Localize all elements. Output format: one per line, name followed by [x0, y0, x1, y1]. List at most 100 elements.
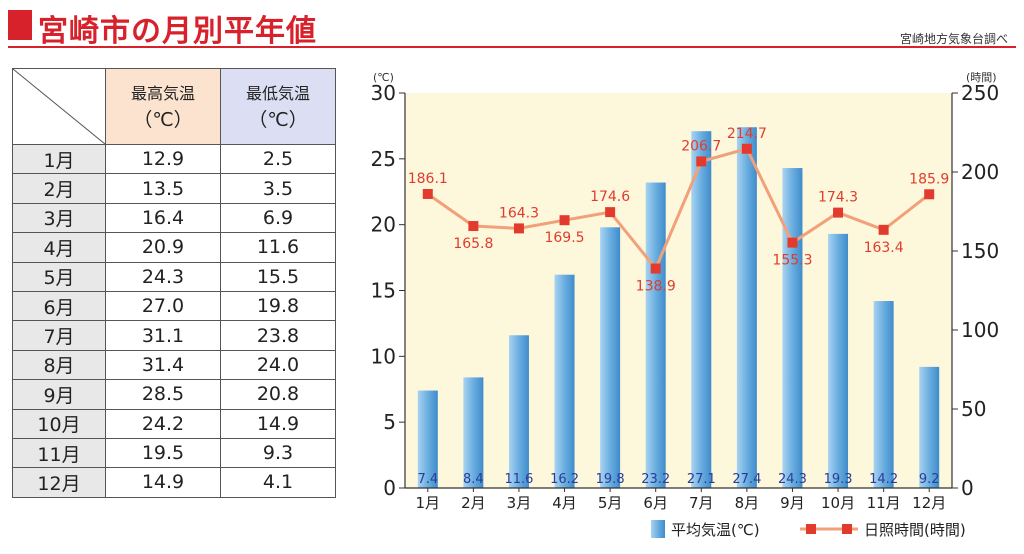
temperature-bar [417, 390, 438, 488]
table-row: 9月 28.5 20.8 [12, 379, 336, 410]
col-header-max-label: 最高気温 [130, 83, 195, 103]
min-temp-cell: 4.1 [220, 467, 336, 498]
page-header: 宮崎市の月別平年値 宮崎地方気象台調べ [0, 0, 1024, 52]
sunshine-point [513, 223, 524, 234]
legend-bar-swatch [651, 520, 665, 538]
temperature-bar [645, 182, 666, 488]
col-header-max: 最高気温 （℃） [105, 68, 221, 145]
max-temp-cell: 16.4 [105, 202, 221, 234]
max-temp-cell: 27.0 [105, 290, 221, 322]
max-temp-cell: 19.5 [105, 437, 221, 469]
x-tick-label: 1月 [416, 494, 441, 512]
sunshine-point [650, 263, 661, 274]
table-row: 5月 24.3 15.5 [12, 261, 336, 292]
bar-value-label: 9.2 [919, 472, 940, 487]
x-tick-label: 3月 [507, 494, 532, 512]
temperature-bar [873, 301, 894, 488]
temperature-bar [508, 335, 529, 488]
month-cell: 4月 [12, 232, 106, 263]
plot-background [405, 93, 952, 488]
x-tick-label: 7月 [689, 494, 714, 512]
max-temp-cell: 12.9 [105, 143, 221, 175]
line-value-label: 174.6 [590, 189, 630, 205]
bar-value-label: 19.3 [824, 472, 853, 487]
legend-line-label: 日照時間(時間) [864, 521, 966, 539]
line-value-label: 214.7 [727, 126, 767, 142]
bar-value-label: 24.3 [778, 472, 807, 487]
min-temp-cell: 11.6 [220, 232, 336, 263]
max-temp-cell: 31.1 [105, 320, 221, 351]
col-header-min: 最低気温 （℃） [220, 68, 336, 145]
sunshine-point [605, 207, 616, 218]
table-row: 8月 31.4 24.0 [12, 349, 336, 381]
table-row: 1月 12.9 2.5 [12, 143, 336, 175]
title-marker [8, 10, 32, 40]
right-axis-unit: (時間) [966, 71, 997, 84]
table-row: 10月 24.2 14.9 [12, 408, 336, 439]
month-cell: 6月 [12, 290, 106, 322]
sunshine-line [426, 146, 931, 272]
left-tick-label: 0 [383, 476, 396, 500]
temperature-table: 最高気温 （℃） 最低気温 （℃） 1月 12.9 2.5 2月 13.5 3.5 3月… [12, 68, 336, 498]
month-cell: 11月 [12, 437, 106, 469]
x-tick-label: 11月 [867, 494, 901, 512]
bar-value-label: 14.2 [869, 472, 898, 487]
temperature-bar [554, 274, 575, 488]
line-value-label: 138.9 [636, 279, 676, 295]
left-tick-label: 15 [371, 279, 396, 303]
x-tick-label: 12月 [912, 494, 946, 512]
month-cell: 7月 [12, 320, 106, 351]
bar-value-label: 8.4 [463, 472, 484, 487]
min-temp-cell: 24.0 [220, 349, 336, 381]
month-cell: 10月 [12, 408, 106, 439]
max-temp-cell: 31.4 [105, 349, 221, 381]
table-header-row: 最高気温 （℃） 最低気温 （℃） [12, 68, 336, 145]
line-value-label: 163.4 [864, 240, 904, 256]
climate-chart: 7.4 8.4 11.6 16.2 19.8 23.2 27.1 27.4 24.3 19.3 14… [371, 71, 1000, 539]
table-row: 2月 13.5 3.5 [12, 173, 336, 204]
month-cell: 1月 [12, 143, 106, 175]
line-value-label: 164.3 [499, 205, 539, 221]
max-temp-cell: 13.5 [105, 173, 221, 204]
min-temp-cell: 19.8 [220, 290, 336, 322]
x-tick-label: 8月 [735, 494, 760, 512]
line-value-label: 174.3 [818, 190, 858, 206]
right-tick-label: 50 [961, 397, 986, 421]
min-temp-cell: 3.5 [220, 173, 336, 204]
temperature-bar [600, 227, 621, 489]
left-tick-label: 10 [371, 344, 396, 368]
bar-value-label: 23.2 [641, 472, 670, 487]
table-row: 6月 27.0 19.8 [12, 290, 336, 322]
corner-diagonal [13, 69, 105, 144]
table-row: 3月 16.4 6.9 [12, 202, 336, 234]
header-rule [8, 46, 1016, 48]
temperature-bar [782, 168, 803, 489]
min-temp-cell: 14.9 [220, 408, 336, 439]
temperature-bar [691, 131, 712, 488]
bar-value-label: 27.4 [732, 472, 761, 487]
month-cell: 2月 [12, 173, 106, 204]
legend-line-marker [806, 524, 816, 534]
right-tick-label: 250 [961, 81, 999, 105]
x-tick-label: 10月 [821, 494, 855, 512]
x-tick-label: 5月 [598, 494, 623, 512]
bar-value-label: 27.1 [687, 472, 716, 487]
right-tick-label: 150 [961, 239, 999, 263]
legend-line-marker [842, 524, 852, 534]
sunshine-point [924, 189, 935, 200]
sunshine-point [468, 221, 479, 232]
temperature-bar [828, 233, 849, 488]
col-header-max-unit: （℃） [133, 108, 193, 131]
x-tick-label: 6月 [643, 494, 668, 512]
line-value-label: 185.9 [909, 171, 949, 187]
max-temp-cell: 20.9 [105, 232, 221, 263]
sunshine-point [559, 215, 570, 226]
month-cell: 12月 [12, 467, 106, 498]
min-temp-cell: 2.5 [220, 143, 336, 175]
temperature-bar [463, 377, 484, 488]
x-tick-label: 4月 [552, 494, 577, 512]
x-tick-label: 9月 [780, 494, 805, 512]
line-value-label: 169.5 [544, 230, 584, 246]
table-row: 12月 14.9 4.1 [12, 467, 336, 498]
max-temp-cell: 24.2 [105, 408, 221, 439]
